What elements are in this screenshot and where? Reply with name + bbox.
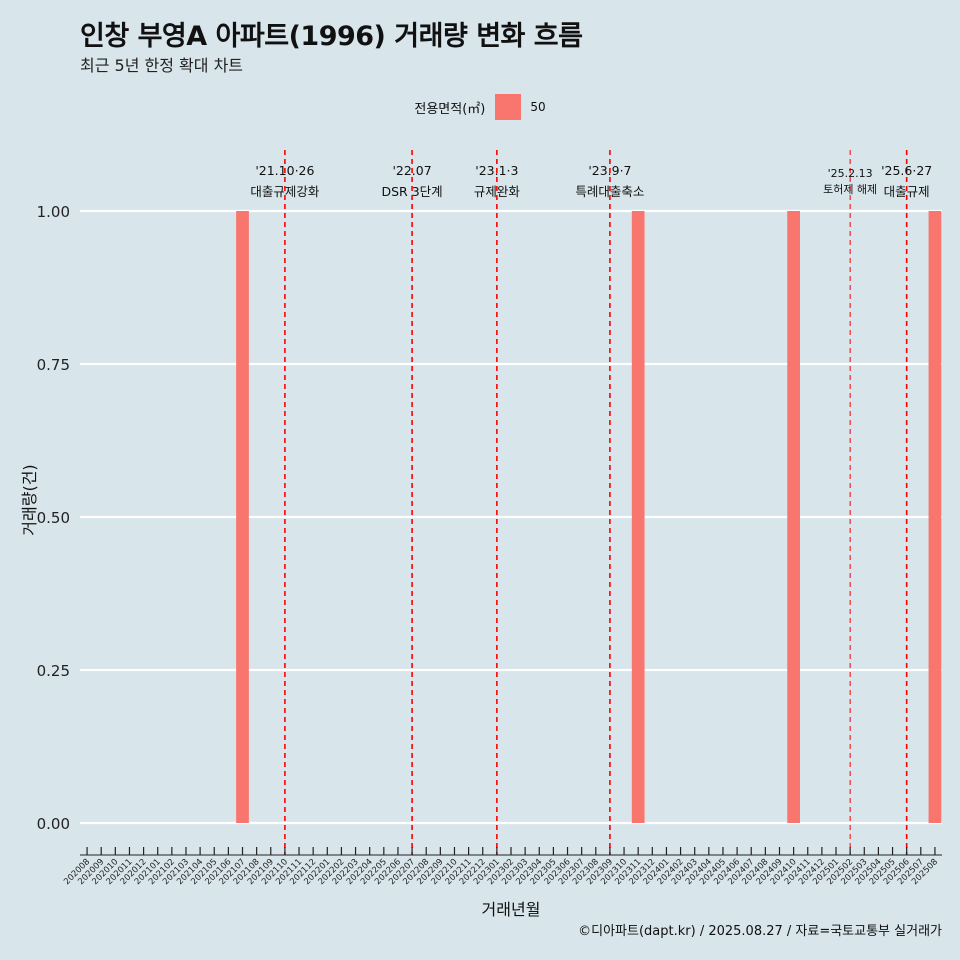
- event-date-label: '22.07: [392, 163, 431, 178]
- legend-swatch: [495, 94, 522, 120]
- event-name-label: 대출규제: [884, 184, 930, 199]
- bar: [631, 211, 645, 823]
- source-caption: ©디아파트(dapt.kr) / 2025.08.27 / 자료=국토교통부 실…: [578, 924, 942, 939]
- bar: [787, 211, 800, 823]
- x-axis-label: 거래년월: [481, 900, 541, 919]
- chart-subtitle: 최근 5년 한정 확대 차트: [80, 56, 244, 75]
- y-tick-label: 0.75: [37, 356, 70, 374]
- bar: [928, 211, 942, 823]
- y-tick-label: 0.00: [37, 815, 70, 833]
- x-axis: 2020082020092020102020112020122021012021…: [62, 847, 942, 887]
- event-date-label: '21.10·26: [255, 163, 314, 178]
- event-name-label: 특례대출축소: [575, 184, 644, 199]
- event-name-label: 규제완화: [474, 184, 521, 199]
- legend-title: 전용면적(㎡): [414, 101, 486, 117]
- y-axis-label: 거래량(건): [20, 464, 39, 536]
- legend-label: 50: [530, 100, 546, 114]
- event-date-label: '23.9·7: [588, 163, 631, 178]
- event-name-label: 토허제 해제: [823, 182, 877, 196]
- event-date-label: '23.1·3: [475, 163, 518, 178]
- event-date-label: '25.6·27: [881, 163, 932, 178]
- event-markers: '21.10·26 대출규제강화 '22.07 DSR 3단계 '23.1·3 규제완화 '…: [250, 150, 932, 855]
- event-date-label: '25.2.13: [828, 167, 873, 180]
- y-axis: 0.00 0.25 0.50 0.75 1.00: [37, 203, 70, 833]
- bar: [236, 211, 249, 823]
- bars: [236, 211, 942, 823]
- grid-lines: [80, 209, 942, 825]
- event-name-label: 대출규제강화: [250, 184, 320, 199]
- chart-title: 인창 부영A 아파트(1996) 거래량 변화 흐름: [80, 21, 583, 52]
- y-tick-label: 0.50: [37, 509, 70, 527]
- event-name-label: DSR 3단계: [381, 184, 442, 199]
- y-tick-label: 1.00: [37, 203, 70, 221]
- legend: 전용면적(㎡) 50: [0, 94, 960, 120]
- y-tick-label: 0.25: [37, 662, 70, 680]
